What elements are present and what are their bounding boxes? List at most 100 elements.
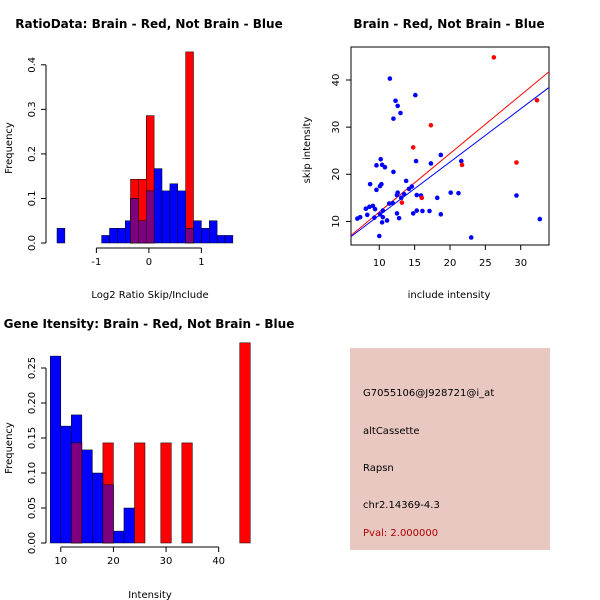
scatter-point-brain-1 bbox=[534, 97, 540, 103]
ratio-y-tick-label-1: 0.1 bbox=[27, 191, 38, 207]
scatter-point-not-brain-11 bbox=[413, 158, 419, 164]
scatter-point-not-brain-22 bbox=[401, 191, 407, 197]
scatter-point-brain-4 bbox=[514, 160, 519, 165]
scatter-point-not-brain-54 bbox=[376, 233, 382, 239]
gene-bar-brain-5 bbox=[239, 342, 251, 544]
gene-bar-brain-3 bbox=[160, 442, 172, 544]
ratio-bar-not-brain-16 bbox=[216, 235, 226, 244]
scatter-point-not-brain-47 bbox=[410, 211, 416, 216]
ratio-overlap-bar-3 bbox=[146, 190, 155, 244]
ratio-y-axis-label: Frequency bbox=[4, 122, 15, 174]
scatter-point-not-brain-25 bbox=[394, 192, 400, 198]
scatter-point-not-brain-5 bbox=[391, 116, 396, 121]
ratio-y-tick-label-4: 0.4 bbox=[27, 57, 38, 73]
scatter-point-brain-0 bbox=[491, 55, 497, 60]
ratio-bar-not-brain-2 bbox=[109, 228, 118, 244]
gene-y-axis-label: Frequency bbox=[4, 422, 15, 474]
scatter-point-brain-3 bbox=[410, 145, 416, 150]
probe-id-label: G7055106@J928721@i_at bbox=[363, 388, 494, 399]
scatter-point-not-brain-39 bbox=[386, 201, 392, 206]
gene-bar-not-brain-1 bbox=[60, 425, 72, 544]
gene-overlap-bar-1 bbox=[102, 484, 114, 544]
scatter-point-not-brain-27 bbox=[414, 192, 420, 198]
scatter-point-not-brain-2 bbox=[413, 92, 418, 98]
gene-y-tick-label-5: 0.25 bbox=[27, 357, 38, 379]
ratio-bar-not-brain-3 bbox=[117, 228, 126, 244]
ratio-bar-not-brain-11 bbox=[177, 190, 186, 244]
gene-bar-not-brain-0 bbox=[50, 355, 62, 544]
scatter-point-not-brain-24 bbox=[390, 200, 396, 206]
gene-x-tick-label-2: 30 bbox=[160, 556, 173, 567]
scatter-point-not-brain-34 bbox=[367, 204, 372, 210]
scatter-point-not-brain-1 bbox=[393, 98, 398, 104]
scatter-point-not-brain-8 bbox=[374, 163, 379, 168]
scatter-x-tick-label-0: 10 bbox=[373, 258, 386, 269]
scatter-point-not-brain-31 bbox=[456, 190, 461, 196]
gene-x-tick-label-1: 20 bbox=[107, 556, 120, 567]
gene-bar-brain-2 bbox=[134, 442, 146, 544]
gene-bar-brain-4 bbox=[181, 442, 193, 544]
scatter-point-not-brain-38 bbox=[377, 212, 383, 217]
scatter-point-not-brain-33 bbox=[370, 203, 376, 209]
scatter-point-not-brain-40 bbox=[364, 212, 370, 218]
scatter-point-brain-7 bbox=[399, 200, 405, 205]
scatter-point-not-brain-18 bbox=[374, 187, 379, 193]
scatter-x-axis-label: include intensity bbox=[408, 290, 491, 301]
event-type-label: altCassette bbox=[363, 426, 420, 437]
scatter-point-brain-6 bbox=[419, 195, 425, 201]
ratio-x-tick-label-2: 1 bbox=[198, 257, 204, 268]
gene-y-tick-label-3: 0.15 bbox=[27, 427, 38, 449]
scatter-point-not-brain-23 bbox=[398, 195, 404, 201]
ratio-bar-not-brain-9 bbox=[161, 190, 171, 244]
ratio-x-axis-label: Log2 Ratio Skip/Include bbox=[91, 290, 208, 301]
scatter-point-not-brain-52 bbox=[396, 215, 402, 221]
ratio-chart-title: RatioData: Brain - Red, Not Brain - Blue bbox=[15, 17, 282, 31]
scatter-x-tick-label-2: 20 bbox=[444, 258, 457, 269]
scatter-x-tick-label-3: 25 bbox=[479, 258, 492, 269]
scatter-x-tick-label-1: 15 bbox=[408, 258, 421, 269]
ratio-x-tick-label-0: -1 bbox=[91, 257, 101, 268]
scatter-point-not-brain-55 bbox=[468, 235, 474, 240]
fit-line-brain bbox=[351, 71, 549, 236]
scatter-point-not-brain-44 bbox=[380, 214, 386, 220]
scatter-point-not-brain-42 bbox=[355, 216, 360, 221]
scatter-point-not-brain-56 bbox=[537, 216, 543, 222]
gene-y-tick-label-0: 0.00 bbox=[27, 532, 38, 554]
ratio-bar-not-brain-13 bbox=[193, 220, 202, 244]
ratio-bar-not-brain-17 bbox=[224, 235, 234, 244]
gene-y-tick-label-4: 0.20 bbox=[27, 392, 38, 414]
scatter-y-tick-label-3: 40 bbox=[331, 74, 342, 87]
ratio-overlap-bar-2 bbox=[138, 220, 147, 244]
ratio-bar-not-brain-15 bbox=[209, 220, 218, 244]
scatter-y-axis-label: skip intensity bbox=[302, 117, 313, 184]
gene-y-tick-label-2: 0.10 bbox=[27, 462, 38, 484]
scatter-chart-title: Brain - Red, Not Brain - Blue bbox=[353, 17, 544, 31]
scatter-point-not-brain-30 bbox=[448, 190, 454, 195]
gene-x-tick-label-0: 10 bbox=[54, 556, 67, 567]
info-box bbox=[350, 348, 550, 550]
scatter-point-not-brain-35 bbox=[363, 206, 369, 211]
scatter-x-tick-label-4: 30 bbox=[514, 258, 527, 269]
scatter-point-not-brain-46 bbox=[394, 211, 400, 216]
scatter-point-not-brain-13 bbox=[438, 152, 444, 158]
scatter-point-not-brain-6 bbox=[378, 156, 384, 162]
gene-bar-not-brain-4 bbox=[92, 472, 104, 544]
gene-x-tick-label-3: 40 bbox=[212, 556, 225, 567]
gene-bar-not-brain-6 bbox=[113, 530, 125, 544]
scatter-point-not-brain-10 bbox=[391, 169, 396, 175]
scatter-y-tick-label-2: 30 bbox=[331, 121, 342, 134]
pval-label: Pval: 2.000000 bbox=[363, 528, 438, 539]
scatter-point-not-brain-45 bbox=[384, 218, 390, 223]
scatter-point-not-brain-0 bbox=[387, 76, 393, 81]
gene-bar-not-brain-3 bbox=[81, 449, 93, 544]
gene-name-label: Rapsn bbox=[363, 463, 394, 474]
scatter-point-not-brain-43 bbox=[372, 215, 377, 220]
scatter-point-not-brain-29 bbox=[434, 195, 440, 201]
scatter-point-not-brain-53 bbox=[379, 220, 385, 225]
gene-overlap-bar-0 bbox=[71, 442, 83, 544]
ratio-bar-not-brain-0 bbox=[56, 228, 66, 244]
ratio-bar-brain-3 bbox=[185, 51, 194, 244]
ratio-y-tick-label-0: 0.0 bbox=[27, 235, 38, 251]
scatter-point-not-brain-17 bbox=[367, 181, 373, 187]
